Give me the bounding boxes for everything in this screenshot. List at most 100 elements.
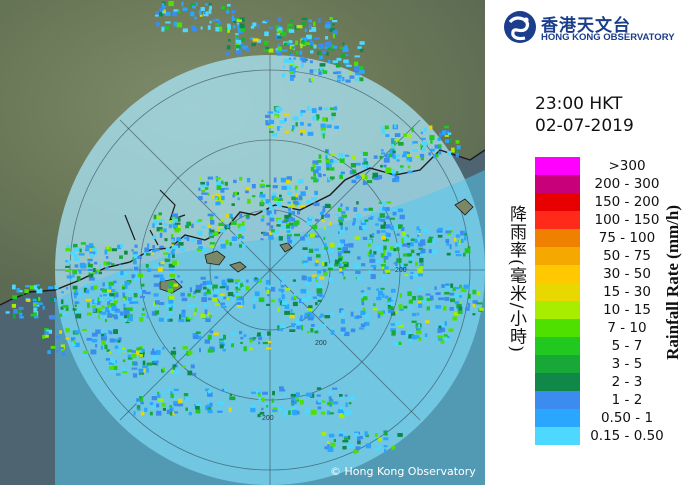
rain-echo-cell — [401, 154, 407, 158]
rain-echo-cell — [435, 153, 439, 158]
rain-echo-cell — [288, 29, 295, 33]
rain-echo-cell — [378, 175, 383, 180]
rain-echo-cell — [291, 401, 297, 405]
rain-echo-cell — [416, 330, 422, 335]
rain-echo-cell — [379, 207, 385, 211]
rain-echo-cell — [303, 262, 309, 267]
rain-echo-cell — [402, 253, 408, 257]
rain-echo-cell — [365, 443, 371, 449]
rain-echo-cell — [78, 307, 83, 310]
rain-echo-cell — [207, 297, 212, 301]
rain-echo-cell — [450, 283, 454, 288]
rain-echo-cell — [247, 198, 251, 204]
rain-echo-cell — [406, 153, 411, 158]
rain-echo-cell — [199, 176, 202, 180]
rain-echo-cell — [216, 185, 222, 190]
rain-echo-cell — [172, 364, 177, 368]
rain-echo-cell — [314, 190, 318, 196]
rain-echo-cell — [340, 203, 343, 207]
rain-echo-cell — [334, 259, 340, 264]
rain-echo-cell — [408, 299, 413, 304]
rain-echo-cell — [265, 122, 270, 126]
rain-echo-cell — [320, 313, 324, 317]
rain-echo-cell — [376, 288, 380, 291]
rain-echo-cell — [5, 311, 10, 314]
rain-echo-cell — [266, 404, 269, 408]
rain-echo-cell — [318, 173, 322, 178]
rain-echo-cell — [395, 171, 399, 175]
rain-echo-cell — [291, 323, 295, 328]
rain-echo-cell — [120, 311, 124, 316]
rain-echo-cell — [292, 217, 295, 222]
rain-echo-cell — [383, 221, 386, 226]
rain-echo-cell — [37, 302, 43, 305]
rain-echo-cell — [280, 197, 283, 200]
rain-echo-cell — [181, 297, 188, 302]
rain-echo-cell — [393, 262, 398, 265]
rain-echo-cell — [71, 338, 75, 343]
rain-echo-cell — [47, 286, 54, 290]
rain-echo-cell — [109, 370, 115, 373]
rain-echo-cell — [261, 179, 264, 182]
radar-map-canvas: 200 200 200 — [0, 0, 485, 485]
rain-echo-cell — [212, 297, 218, 303]
rain-echo-cell — [287, 191, 292, 195]
rain-echo-cell — [93, 261, 98, 265]
rain-echo-cell — [354, 55, 361, 58]
rain-echo-cell — [444, 125, 449, 129]
rain-echo-cell — [168, 307, 173, 311]
rain-echo-cell — [112, 365, 118, 371]
rain-echo-cell — [350, 311, 354, 317]
rain-echo-cell — [141, 349, 145, 352]
rain-echo-cell — [241, 37, 246, 42]
rain-echo-cell — [198, 196, 203, 201]
rain-echo-cell — [79, 248, 82, 253]
rain-echo-cell — [306, 295, 312, 300]
rain-echo-cell — [231, 298, 234, 303]
rain-echo-cell — [355, 308, 358, 312]
rain-echo-cell — [337, 251, 343, 254]
legend-label: 100 - 150 — [594, 212, 660, 228]
rain-echo-cell — [382, 275, 386, 280]
rain-echo-cell — [18, 306, 24, 310]
rain-echo-cell — [321, 261, 325, 266]
rain-echo-cell — [191, 28, 198, 32]
rain-echo-cell — [162, 346, 165, 350]
rain-echo-cell — [117, 345, 122, 349]
rain-echo-cell — [168, 253, 171, 258]
rain-echo-cell — [209, 346, 215, 350]
legend-label: 0.15 - 0.50 — [590, 428, 664, 444]
rain-echo-cell — [172, 303, 176, 308]
rain-echo-cell — [154, 310, 160, 315]
copyright-notice: © Hong Kong Observatory — [330, 465, 476, 478]
rain-echo-cell — [315, 279, 318, 282]
rain-echo-cell — [327, 47, 333, 50]
legend-label: 200 - 300 — [594, 176, 660, 192]
rain-echo-cell — [277, 219, 283, 223]
rain-echo-cell — [133, 293, 138, 298]
rain-echo-cell — [215, 197, 221, 201]
rain-echo-cell — [326, 51, 329, 56]
rain-echo-cell — [334, 106, 338, 111]
rain-echo-cell — [383, 437, 389, 441]
rain-echo-cell — [344, 45, 348, 49]
rain-echo-cell — [207, 224, 211, 229]
rain-echo-cell — [435, 292, 441, 295]
rain-echo-cell — [246, 177, 251, 183]
rain-echo-cell — [445, 284, 451, 289]
rain-echo-cell — [153, 274, 160, 278]
rain-echo-cell — [387, 306, 394, 311]
rain-echo-cell — [106, 294, 112, 299]
rain-echo-cell — [373, 251, 377, 255]
rain-echo-cell — [139, 295, 145, 299]
rain-echo-cell — [327, 444, 330, 448]
rain-echo-cell — [283, 42, 290, 46]
rain-echo-cell — [237, 305, 243, 308]
rain-echo-cell — [333, 439, 336, 442]
rain-echo-cell — [315, 117, 319, 121]
rain-echo-cell — [49, 315, 56, 320]
rain-echo-cell — [367, 163, 370, 168]
rain-echo-cell — [345, 206, 350, 211]
rain-echo-cell — [403, 263, 408, 267]
rain-echo-cell — [224, 388, 228, 392]
